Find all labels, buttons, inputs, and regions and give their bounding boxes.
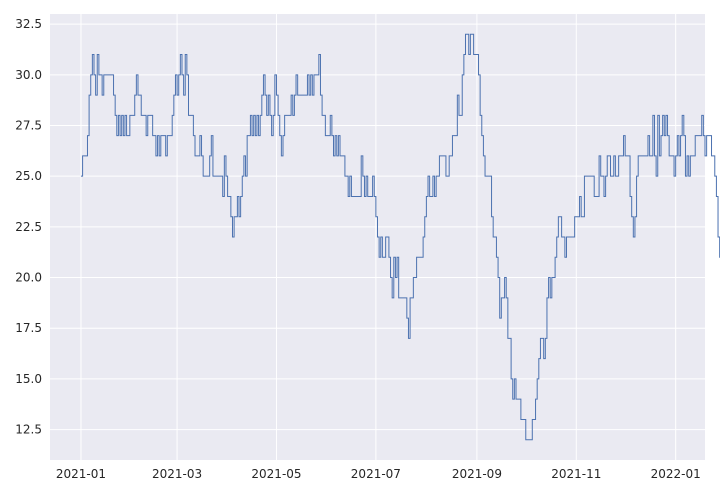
y-tick-label: 22.5 — [15, 220, 42, 234]
y-tick-label: 25.0 — [15, 169, 42, 183]
y-tick-label: 27.5 — [15, 119, 42, 133]
x-tick-label: 2021-11 — [551, 467, 601, 481]
y-tick-label: 12.5 — [15, 423, 42, 437]
series-line — [80, 33, 720, 441]
series-layer — [80, 33, 720, 441]
x-tick-label: 2021-07 — [351, 467, 401, 481]
y-tick-label: 30.0 — [15, 68, 42, 82]
y-tick-label: 32.5 — [15, 17, 42, 31]
x-tick-labels: 2021-01 2021-03 2021-05 2021-07 2021-09 2021-… — [56, 467, 701, 481]
x-tick-label: 2021-05 — [251, 467, 301, 481]
y-tick-label: 15.0 — [15, 372, 42, 386]
y-tick-label: 17.5 — [15, 321, 42, 335]
y-tick-label: 20.0 — [15, 271, 42, 285]
x-tick-label: 2021-03 — [152, 467, 202, 481]
x-tick-label: 2021-09 — [452, 467, 502, 481]
y-gridlines — [50, 23, 705, 431]
x-tick-label: 2021-01 — [56, 467, 106, 481]
x-tick-label: 2022-01 — [651, 467, 701, 481]
y-tick-labels: 12.5 15.0 17.5 20.0 22.5 25.0 27.5 30.0 32.5 — [15, 17, 42, 436]
